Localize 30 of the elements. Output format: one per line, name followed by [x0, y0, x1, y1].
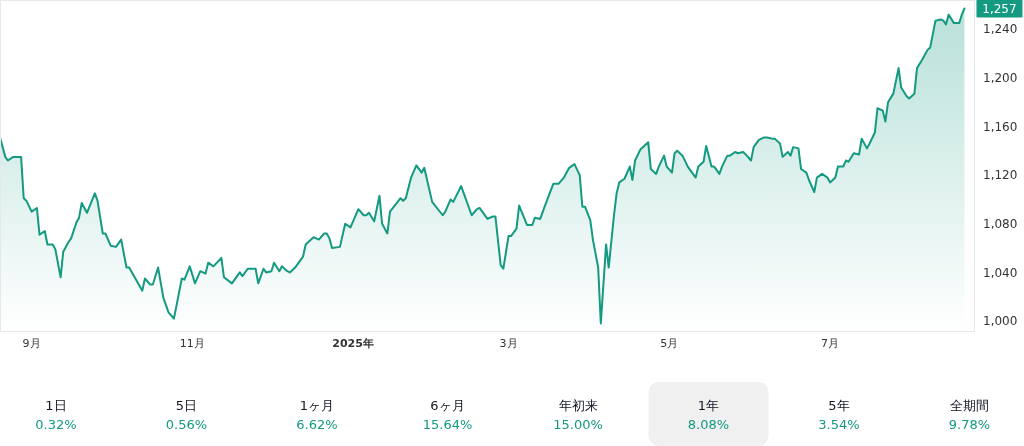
text: 8.08% — [687, 416, 730, 432]
text: 3.54% — [818, 416, 860, 432]
text: 0.56% — [165, 416, 208, 432]
text: 6.62% — [296, 416, 338, 432]
text: 15.00% — [553, 416, 603, 432]
text: 6ヶ月 — [430, 397, 465, 413]
text: 5日 — [175, 397, 198, 413]
x-tick-label: 9月 — [22, 337, 41, 350]
text: 年初来 — [558, 397, 598, 413]
text: 1年 — [697, 397, 720, 413]
annotation: 1,257 — [982, 1, 1017, 16]
text: 15.64% — [422, 416, 473, 432]
text: 0.32% — [35, 416, 77, 432]
y-tick-label: 1,160 — [983, 119, 1018, 134]
x-tick-label: 7月 — [821, 337, 840, 350]
text: 1日 — [45, 397, 67, 413]
text: 5年 — [828, 397, 850, 413]
x-tick-label: 3月 — [499, 337, 518, 350]
text: 全期間 — [950, 397, 989, 413]
y-tick-label: 1,080 — [983, 216, 1018, 231]
y-tick-label: 1,120 — [983, 168, 1018, 183]
text: 1ヶ月 — [299, 397, 335, 413]
x-tick-label: 5月 — [660, 337, 679, 350]
text: 9.78% — [948, 416, 991, 432]
y-tick-label: 1,200 — [983, 71, 1018, 86]
y-tick-label: 1,000 — [983, 314, 1018, 329]
y-tick-label: 1,040 — [983, 265, 1018, 280]
y-tick-label: 1,240 — [983, 22, 1018, 37]
x-tick-label: 11月 — [179, 337, 205, 350]
x-tick-label: 2025年 — [332, 337, 374, 350]
